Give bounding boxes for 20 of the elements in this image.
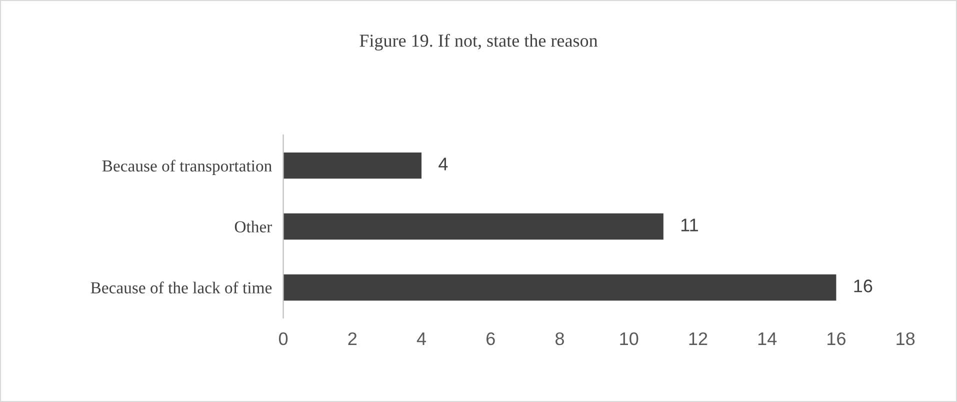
x-tick-label: 12: [689, 332, 708, 345]
bar: [283, 274, 836, 301]
x-tick-label: 0: [278, 332, 288, 346]
bar: [283, 152, 422, 179]
x-tick-label: 16: [828, 332, 846, 346]
x-tick-label: 2: [348, 332, 357, 345]
data-label: 16: [854, 280, 872, 292]
bar: [283, 213, 664, 240]
x-tick-label: 8: [556, 332, 564, 346]
y-tick-label: Other: [234, 220, 272, 232]
data-label: 4: [438, 158, 448, 170]
data-label: 11: [681, 218, 698, 232]
x-tick-label: 10: [620, 332, 638, 346]
y-tick-label: Because of transportation: [102, 160, 272, 175]
x-tick-label: 6: [486, 332, 495, 346]
chart-title: Figure 19. If not, state the reason: [360, 34, 598, 51]
x-tick-label: 18: [896, 332, 915, 346]
x-tick-label: 14: [758, 332, 777, 345]
y-tick-label: Because of the lack of time: [90, 282, 272, 294]
x-tick-label: 4: [416, 332, 426, 345]
